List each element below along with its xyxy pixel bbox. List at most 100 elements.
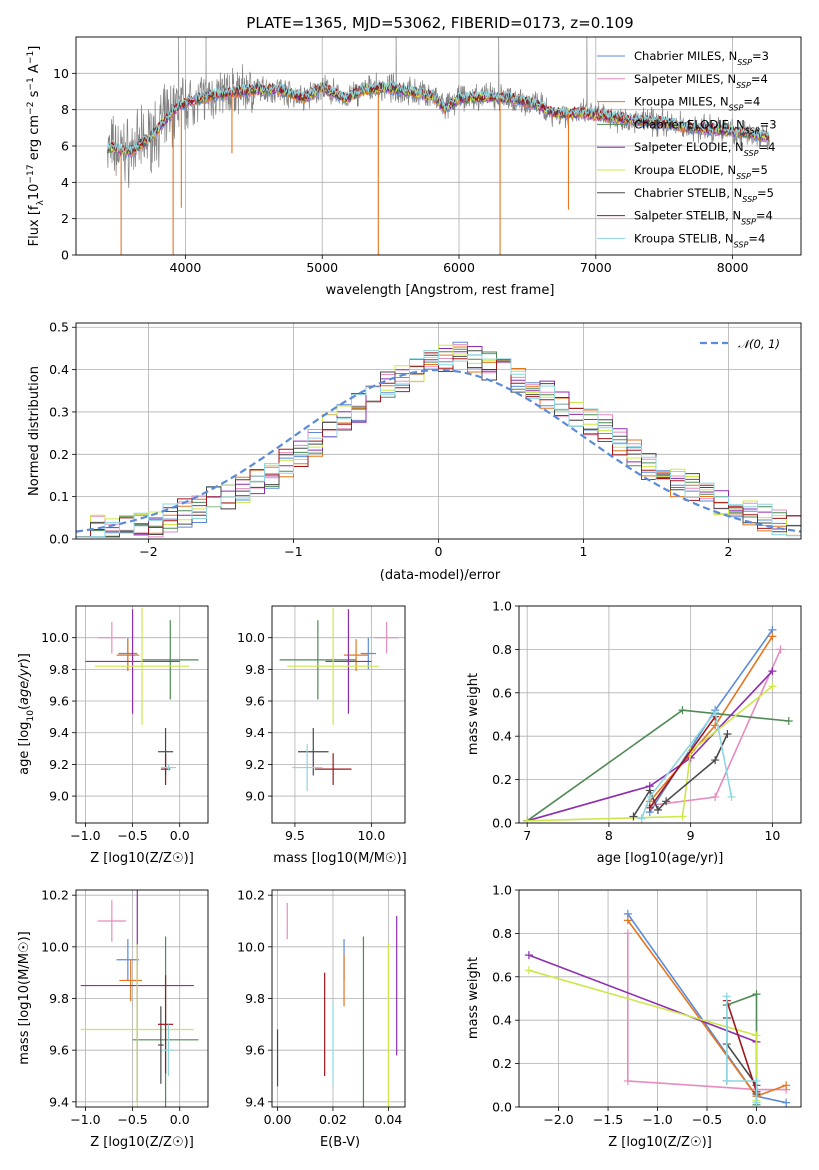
- weight-point-marker: [752, 1031, 761, 1040]
- x-tick-label: 8: [605, 828, 613, 843]
- weight-series-line: [526, 670, 773, 822]
- axes-frame: [75, 889, 209, 1108]
- y-tick-label: 0.4: [492, 1013, 512, 1028]
- x-tick-label: −0.5: [117, 1112, 147, 1127]
- axes-frame: [75, 322, 802, 540]
- y-tick-label: 0.6: [492, 969, 512, 984]
- legend-entry: Salpeter STELIB, NSSP=4: [634, 209, 773, 227]
- weight-series-line: [649, 716, 716, 809]
- y-tick-label: 9.6: [245, 1043, 265, 1058]
- y-tick-label: 9.2: [245, 757, 265, 772]
- x-tick-label: 7000: [580, 260, 612, 275]
- x-axis-label: Z [log10(Z/Z☉)]: [90, 1135, 194, 1150]
- axes-frame: [518, 889, 802, 1108]
- y-tick-label: 9.6: [49, 694, 69, 709]
- y-tick-label: 0.1: [49, 489, 69, 504]
- weight-series-line: [725, 1018, 758, 1094]
- axes-frame: [518, 605, 802, 824]
- axes-frame: [271, 605, 406, 824]
- model-spectrum-line: [107, 80, 770, 154]
- x-tick-label: 0.02: [319, 1112, 347, 1127]
- x-tick-label: −1.5: [593, 1112, 623, 1127]
- x-axis-label: E(B-V): [320, 1135, 360, 1150]
- axes-frame: [271, 889, 406, 1108]
- x-tick-label: 5000: [306, 260, 338, 275]
- weight-series-line: [632, 733, 729, 817]
- x-tick-label: −0.5: [117, 828, 147, 843]
- plot-area-weight_vs_Z: [524, 909, 791, 1107]
- weight-point-marker: [637, 814, 646, 823]
- x-tick-label: 0.0: [170, 1112, 190, 1127]
- y-tick-label: 0.2: [492, 1056, 512, 1071]
- axes-mass_vs_ebv: 0.00 0.02 0.04 9.4 9.6 9.8 10.0 10.2: [237, 888, 406, 1127]
- y-tick-label: 9.8: [49, 662, 69, 677]
- x-axis-label: (data-model)/error: [380, 568, 501, 583]
- weight-point-marker: [678, 706, 687, 715]
- y-tick-label: 0.2: [492, 772, 512, 787]
- y-tick-label: 10.0: [237, 630, 265, 645]
- x-tick-label: 0.0: [747, 1112, 767, 1127]
- weight-point-marker: [623, 1076, 632, 1085]
- y-tick-label: 9.0: [245, 789, 265, 804]
- y-tick-label: 9.4: [49, 725, 69, 740]
- x-tick-label: 0.0: [170, 828, 190, 843]
- weight-point-marker: [524, 951, 533, 960]
- legend-entry: Chabrier ELODIE, NSSP=3: [634, 117, 777, 135]
- weight-point-marker: [784, 717, 793, 726]
- x-tick-label: 9: [687, 828, 695, 843]
- y-tick-label: 10.0: [237, 939, 265, 954]
- x-tick-label: 9.5: [285, 828, 305, 843]
- axes-spectrum: 4000 5000 6000 7000 8000 0 2 4 6 8 10: [53, 36, 802, 275]
- x-axis-label: Z [log10(Z/Z☉)]: [90, 851, 194, 866]
- y-tick-label: 9.4: [245, 1094, 265, 1109]
- y-tick-label: 0.8: [492, 926, 512, 941]
- weight-point-marker: [678, 812, 687, 821]
- weight-point-marker: [752, 1076, 761, 1085]
- weight-point-marker: [623, 929, 632, 938]
- x-axis-label: Z [log10(Z/Z☉)]: [608, 1135, 712, 1150]
- y-axis-label: Normed distribution: [27, 366, 42, 496]
- x-tick-label: 4000: [170, 260, 202, 275]
- axes-weight_vs_Z: −2.0 −1.5 −1.0 −0.5 0.0 0.0 0.2 0.4 0.6 0.8 1.0: [492, 883, 802, 1127]
- legend-entry: Kroupa MILES, NSSP=4: [634, 95, 760, 113]
- histogram-step-line: [76, 350, 801, 538]
- x-tick-label: −2: [139, 544, 157, 559]
- weight-point-marker: [752, 990, 761, 999]
- y-tick-label: 0.3: [49, 404, 69, 419]
- weight-point-marker: [645, 803, 654, 812]
- y-axis-label: age [log10(age/yr)]: [17, 653, 36, 775]
- weight-series-line: [726, 1000, 758, 1093]
- weight-point-marker: [653, 805, 662, 814]
- weight-series-line: [640, 710, 733, 819]
- y-tick-label: 6: [61, 139, 69, 154]
- weight-point-marker: [752, 1098, 761, 1107]
- weight-point-marker: [776, 645, 785, 654]
- y-axis-label: Flux [fλ10−17 erg cm−2 s−1 A−1]: [26, 46, 46, 247]
- legend-entry: Chabrier MILES, NSSP=3: [634, 49, 769, 67]
- y-tick-label: 0.0: [492, 816, 512, 831]
- y-tick-label: 0.6: [492, 685, 512, 700]
- y-tick-label: 4: [61, 175, 69, 190]
- weight-point-marker: [629, 812, 638, 821]
- y-tick-label: 10.2: [41, 888, 69, 903]
- weight-point-marker: [524, 966, 533, 975]
- axes-mass_vs_Z: −1.0 −0.5 0.0 9.4 9.6 9.8 10.0 10.2: [41, 888, 209, 1127]
- weight-point-marker: [768, 682, 777, 691]
- y-tick-label: 9.4: [245, 725, 265, 740]
- y-tick-label: 0: [61, 248, 69, 263]
- weight-point-marker: [645, 792, 654, 801]
- y-axis-label: mass weight: [466, 673, 481, 755]
- x-tick-label: −1: [284, 544, 302, 559]
- weight-point-marker: [711, 792, 720, 801]
- y-tick-label: 0.4: [492, 729, 512, 744]
- y-tick-label: 9.4: [49, 1094, 69, 1109]
- plot-area-spectrum: [107, 37, 770, 255]
- y-tick-label: 1.0: [492, 883, 512, 898]
- axes-weight_vs_age: 7 8 9 10 0.0 0.2 0.4 0.6 0.8 1.0: [492, 599, 802, 843]
- plot-area-age_vs_Z: [85, 607, 199, 785]
- x-tick-label: −1.0: [70, 1112, 100, 1127]
- weight-point-marker: [711, 756, 720, 765]
- y-tick-label: 9.8: [49, 991, 69, 1006]
- weight-point-marker: [523, 816, 532, 823]
